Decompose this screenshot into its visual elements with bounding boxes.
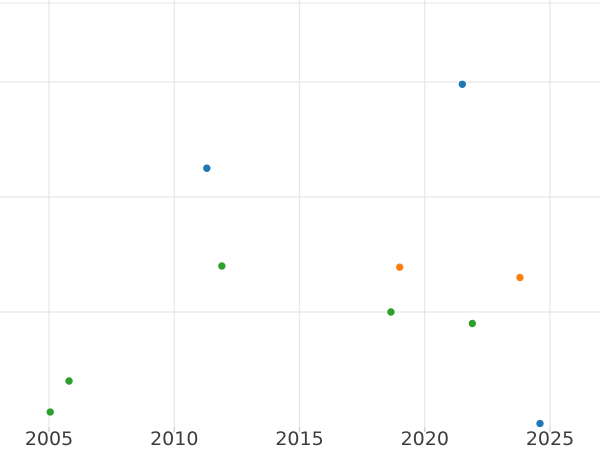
point-orange-0	[396, 263, 404, 271]
point-orange-1	[516, 273, 524, 282]
point-green-4	[468, 319, 477, 328]
markers-layer	[46, 80, 544, 428]
x-tick-label-2010: 2010	[150, 428, 198, 450]
x-tick-label-2015: 2015	[275, 428, 323, 450]
x-tick-label-2005: 2005	[25, 428, 73, 450]
x-tick-label-2025: 2025	[526, 428, 574, 450]
point-green-1	[65, 377, 73, 385]
point-green-2	[218, 262, 226, 270]
point-blue-0	[203, 164, 211, 172]
x-tick-label-2020: 2020	[401, 428, 449, 450]
point-green-3	[387, 308, 395, 316]
point-blue-2	[536, 419, 544, 428]
point-blue-1	[458, 80, 467, 89]
point-green-0	[46, 408, 54, 416]
